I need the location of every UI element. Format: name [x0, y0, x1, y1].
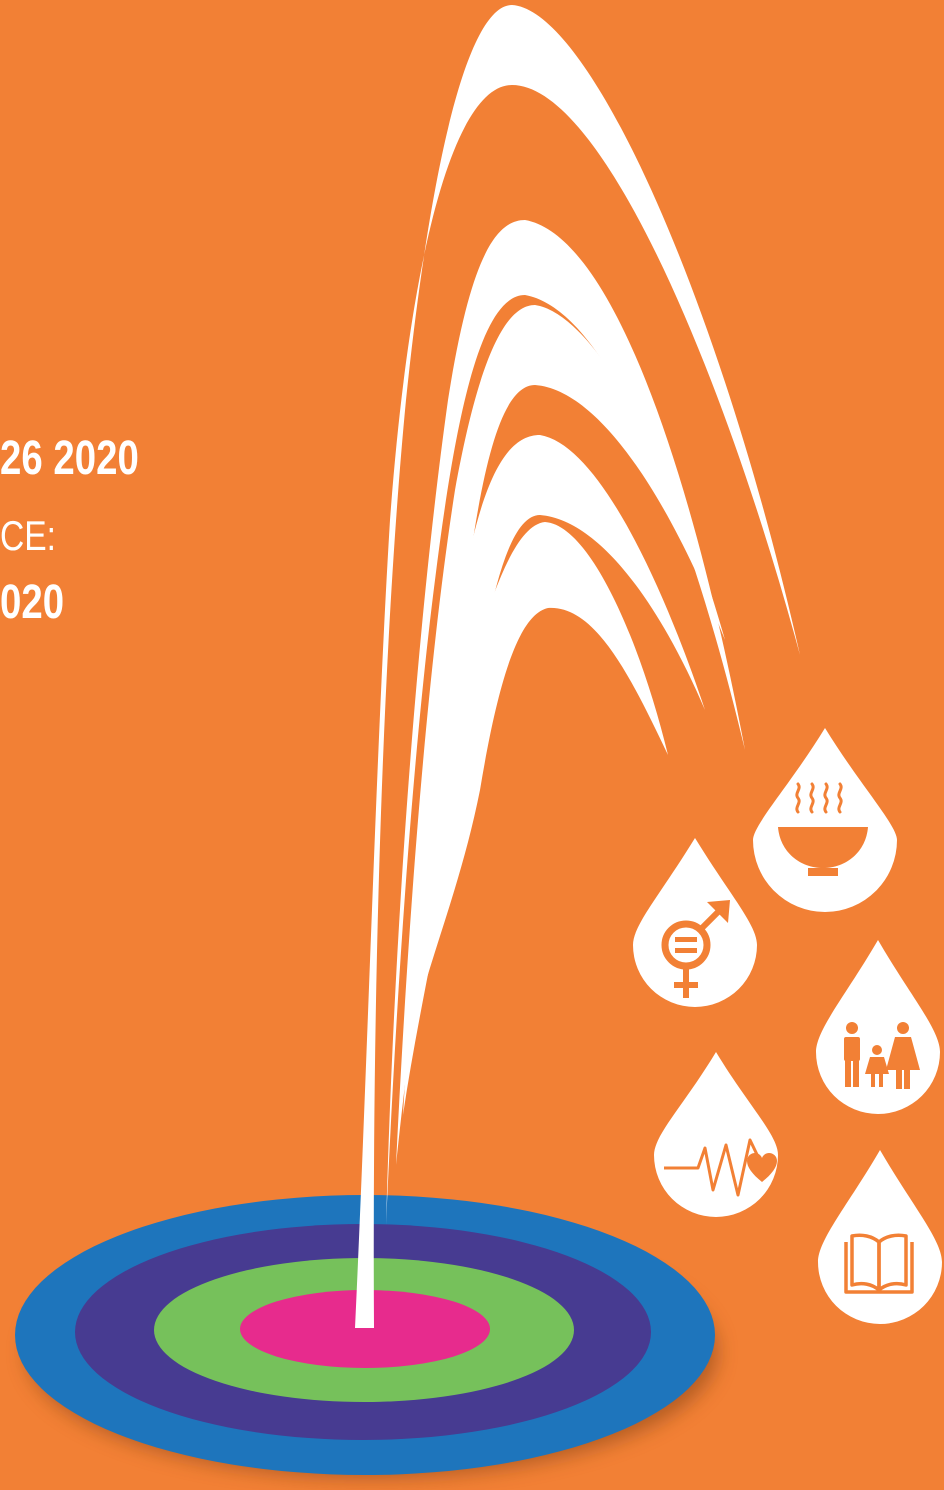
health-heartbeat-icon	[664, 1138, 777, 1197]
venue-label: CE:	[0, 512, 57, 559]
drop-health	[654, 1052, 778, 1217]
jet-5	[409, 522, 668, 1045]
drop-bowl	[753, 728, 897, 912]
date-line: 26 2020	[0, 432, 139, 485]
year-line: 020	[0, 576, 65, 629]
jet-4	[403, 435, 705, 1115]
fountain-jets	[355, 5, 800, 1328]
bowl-icon	[778, 782, 868, 876]
target-pool	[15, 1195, 717, 1477]
education-book-icon	[844, 1233, 914, 1294]
gender-equality-icon	[661, 900, 730, 998]
ring-center-pink	[240, 1290, 490, 1368]
drop-family	[816, 940, 940, 1114]
drop-education	[818, 1150, 942, 1324]
family-icon	[844, 1022, 920, 1089]
